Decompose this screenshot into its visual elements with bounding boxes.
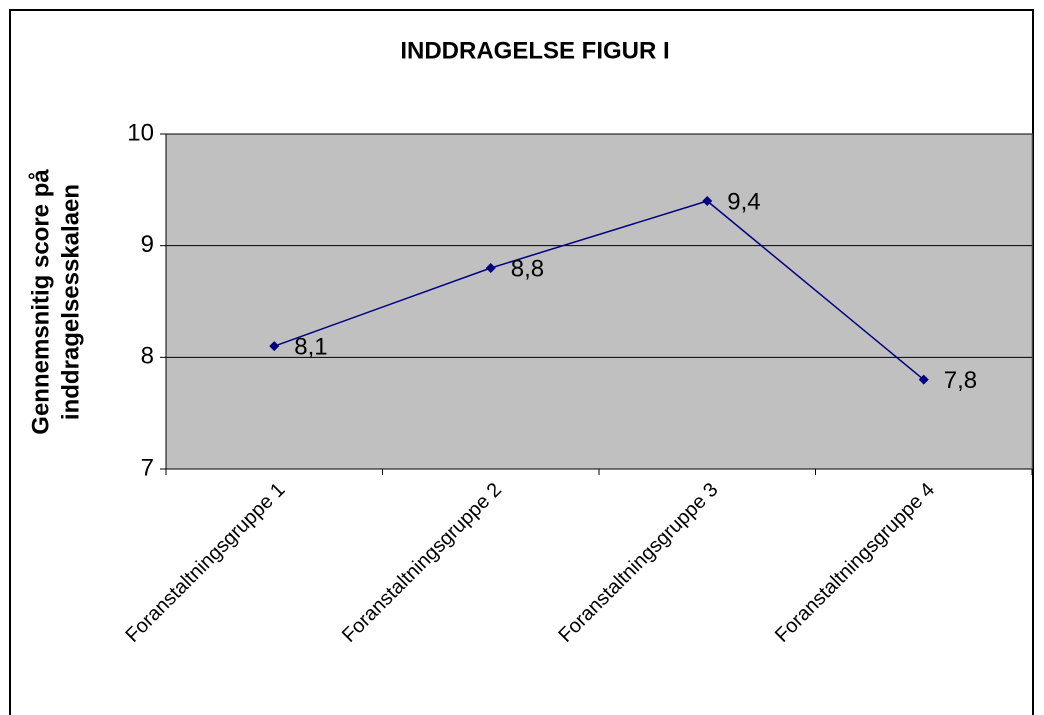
chart-title: INDDRAGELSE FIGUR I <box>400 37 669 64</box>
y-tick-label: 9 <box>141 231 154 258</box>
y-axis-label: Gennemsnitig score på <box>27 169 54 435</box>
data-line <box>273 200 925 381</box>
data-point <box>269 341 280 352</box>
y-axis-label: inddragelsesskalaen <box>57 184 84 420</box>
data-label: 8,8 <box>511 255 544 282</box>
data-point <box>702 196 713 206</box>
data-label: 8,1 <box>294 334 327 361</box>
y-tick-label: 7 <box>141 454 154 481</box>
y-tick-label: 8 <box>141 343 154 370</box>
plot-area <box>165 133 1033 470</box>
data-point <box>485 263 496 273</box>
data-label: 9,4 <box>727 188 760 215</box>
data-point <box>918 374 929 385</box>
y-tick-label: 10 <box>127 119 154 146</box>
data-label: 7,8 <box>944 367 977 394</box>
